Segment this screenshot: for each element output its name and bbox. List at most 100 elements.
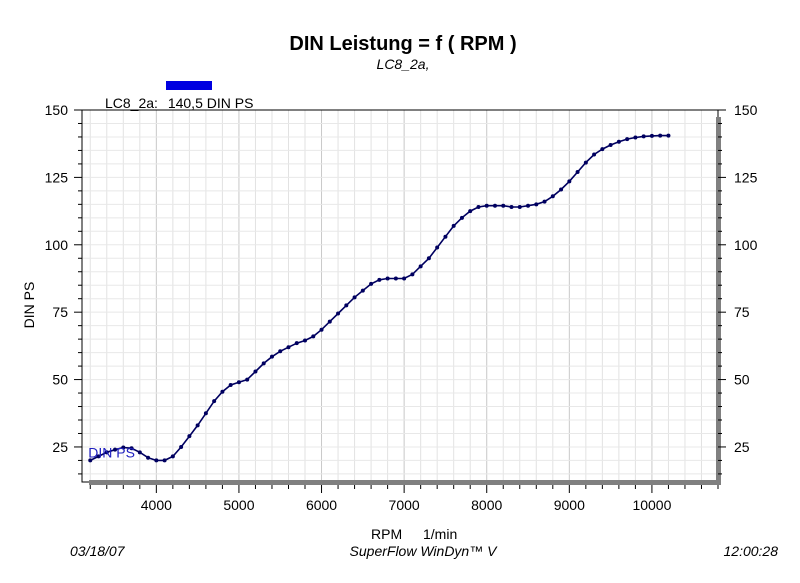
data-point xyxy=(104,450,109,455)
data-point xyxy=(303,338,308,343)
data-point xyxy=(534,202,539,207)
data-point xyxy=(443,234,448,239)
data-point xyxy=(658,133,663,138)
y-tick-label-right: 100 xyxy=(734,237,758,253)
legend-series-value: 140,5 DIN PS xyxy=(168,95,254,111)
data-point xyxy=(311,334,316,339)
data-point xyxy=(269,354,274,359)
data-point xyxy=(245,377,250,382)
legend-series-name: LC8_2a: xyxy=(105,95,158,111)
y-axis-right: 25 50 75 100 125 150 xyxy=(718,102,758,475)
series-line xyxy=(89,134,669,462)
x-tick-label: 7000 xyxy=(389,497,420,513)
data-point xyxy=(261,361,266,366)
data-point xyxy=(435,245,440,250)
data-point xyxy=(567,179,572,184)
data-point xyxy=(162,458,167,463)
frame-shadow-bottom xyxy=(89,480,721,485)
data-point xyxy=(129,446,134,451)
footer-time: 12:00:28 xyxy=(724,543,779,559)
data-point xyxy=(286,345,291,350)
x-tick-label: 8000 xyxy=(471,497,502,513)
data-point xyxy=(352,295,357,300)
data-point xyxy=(203,411,208,416)
data-point xyxy=(625,137,630,142)
y-axis-left: 25 50 75 100 125 150 xyxy=(45,102,82,475)
data-point xyxy=(96,454,101,459)
data-point xyxy=(583,160,588,165)
y-tick-label-left: 100 xyxy=(45,237,69,253)
chart-subtitle: LC8_2a, xyxy=(377,56,430,72)
data-point xyxy=(236,380,241,385)
data-point xyxy=(319,327,324,332)
legend-entry-label: LC8_2a: 140,5 DIN PS xyxy=(105,95,253,111)
series-din-ps: DIN PS xyxy=(88,133,671,463)
data-point xyxy=(146,455,151,460)
data-point xyxy=(616,139,621,144)
data-point xyxy=(121,445,126,450)
data-point xyxy=(385,276,390,281)
y-tick-label-left: 25 xyxy=(52,439,68,455)
data-point xyxy=(468,209,473,214)
y-tick-label-right: 150 xyxy=(734,102,758,118)
plot-frame xyxy=(81,109,719,483)
footer-software: SuperFlow WinDyn™ V xyxy=(350,543,499,559)
x-tick-label: 5000 xyxy=(223,497,254,513)
y-tick-label-left: 50 xyxy=(52,372,68,388)
data-point xyxy=(278,349,283,354)
data-point xyxy=(220,389,225,394)
data-point xyxy=(517,205,522,210)
data-point xyxy=(336,311,341,316)
y-tick-label-right: 75 xyxy=(734,304,750,320)
data-point xyxy=(344,303,349,308)
data-point xyxy=(195,423,200,428)
y-tick-label-right: 25 xyxy=(734,439,750,455)
data-point xyxy=(608,143,613,148)
data-point xyxy=(418,264,423,269)
data-point xyxy=(649,133,654,138)
y-tick-label-left: 75 xyxy=(52,304,68,320)
data-point xyxy=(501,203,506,208)
data-point xyxy=(137,450,142,455)
data-point xyxy=(179,444,184,449)
y-tick-label-left: 125 xyxy=(45,169,69,185)
chart-title: DIN Leistung = f ( RPM ) xyxy=(289,33,516,55)
data-point xyxy=(402,276,407,281)
data-point xyxy=(592,152,597,157)
y-axis-label: DIN PS xyxy=(21,282,37,329)
x-axis: 4000 5000 6000 7000 8000 9000 10000 xyxy=(89,485,719,513)
data-point xyxy=(600,147,605,152)
x-tick-label: 9000 xyxy=(554,497,585,513)
data-point xyxy=(377,277,382,282)
data-point xyxy=(633,135,638,140)
y-tick-label-right: 125 xyxy=(734,169,758,185)
data-point xyxy=(492,203,497,208)
data-point xyxy=(641,134,646,139)
x-axis-label: RPM xyxy=(371,526,402,542)
data-point xyxy=(187,434,192,439)
series-label: DIN PS xyxy=(88,444,135,460)
grid xyxy=(82,109,719,482)
x-tick-label: 10000 xyxy=(632,497,671,513)
data-point xyxy=(294,341,299,346)
data-point xyxy=(542,199,547,204)
data-point xyxy=(212,399,217,404)
y-tick-label-left: 150 xyxy=(45,102,69,118)
x-axis-unit: 1/min xyxy=(423,526,457,542)
footer-date: 03/18/07 xyxy=(70,543,126,559)
data-point xyxy=(575,170,580,174)
legend-swatch xyxy=(166,81,212,90)
data-point xyxy=(393,276,398,281)
y-tick-label-right: 50 xyxy=(734,372,750,388)
data-point xyxy=(369,281,374,286)
data-point xyxy=(526,203,531,208)
data-point xyxy=(410,272,415,277)
x-tick-label: 4000 xyxy=(141,497,172,513)
data-point xyxy=(170,454,175,459)
data-point xyxy=(426,256,431,261)
data-point xyxy=(228,382,233,387)
data-point xyxy=(88,458,93,463)
data-point xyxy=(666,133,671,138)
data-point xyxy=(154,458,159,463)
